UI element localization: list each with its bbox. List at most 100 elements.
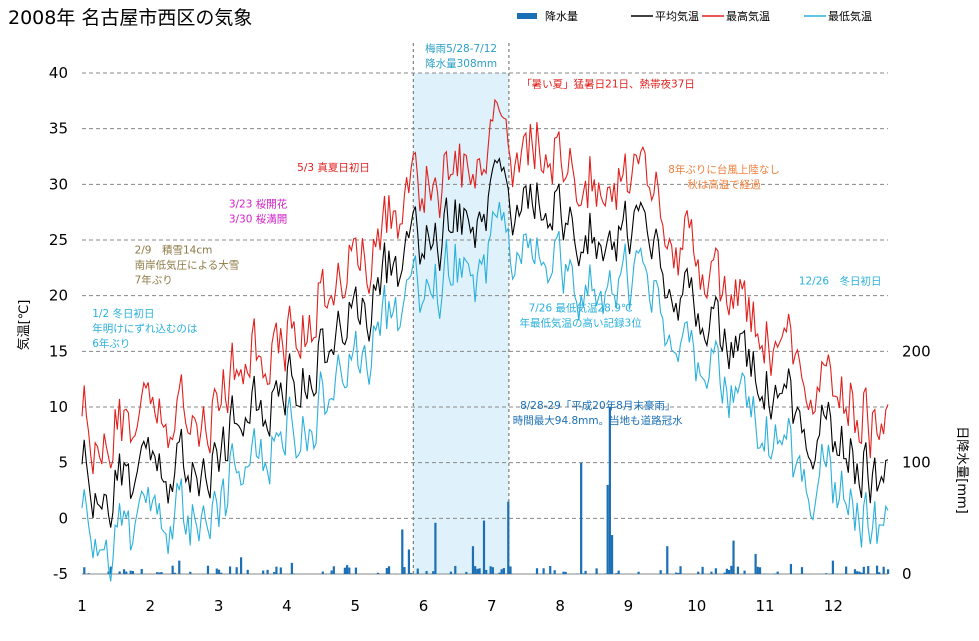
rain-bar xyxy=(580,462,583,574)
rain-bar xyxy=(189,571,192,574)
rain-bar xyxy=(171,565,174,574)
rain-bar xyxy=(401,529,404,574)
rain-bar xyxy=(482,520,486,574)
rain-bar xyxy=(476,568,479,574)
rain-bar xyxy=(697,571,700,574)
rain-bar xyxy=(173,572,176,574)
rain-bar xyxy=(491,567,494,574)
rain-bar xyxy=(330,570,333,574)
rain-bar xyxy=(507,501,510,574)
annotation-text: 12/26 冬日初日 xyxy=(799,275,882,288)
y-left-tick-label: 5 xyxy=(58,454,68,472)
rain-bar xyxy=(535,568,539,574)
rain-bar xyxy=(246,569,249,574)
legend-label: 降水量 xyxy=(545,9,578,23)
rain-bar xyxy=(714,568,717,574)
rain-bar xyxy=(728,569,731,574)
rain-bar xyxy=(509,566,512,574)
rain-bar xyxy=(489,566,492,574)
y-right-tick-label: 0 xyxy=(902,565,912,583)
rain-bar xyxy=(789,563,793,574)
rain-bar xyxy=(321,571,324,574)
rain-bar xyxy=(410,572,413,574)
x-ticks: 1 2 3 4 5 6 7 8 9 10 11 12 xyxy=(77,597,843,615)
rain-bar xyxy=(887,569,890,574)
rain-bar xyxy=(736,566,740,574)
rain-bar xyxy=(449,571,452,574)
rainy-season-rain-label: 降水量308mm xyxy=(425,57,497,70)
series-max-temp xyxy=(81,98,889,475)
rain-bar xyxy=(478,568,481,574)
rain-bar xyxy=(732,540,735,574)
annotation-text: 秋は高温で経過 xyxy=(687,178,761,191)
annotation-text: 7年ぶり xyxy=(135,273,173,286)
rain-bar xyxy=(606,484,609,574)
rain-bar xyxy=(471,546,475,574)
rain-bar xyxy=(83,567,86,574)
rain-bar xyxy=(875,565,879,574)
rain-bar xyxy=(756,566,759,574)
rain-bar xyxy=(220,572,223,574)
y-left-tick-label: -5 xyxy=(53,565,68,583)
rain-bar xyxy=(853,569,857,574)
annotation-text: 年最低気温の高い記録3位 xyxy=(520,316,643,329)
x-tick-label: 3 xyxy=(214,597,224,615)
rain-bar xyxy=(679,566,682,574)
rain-bar xyxy=(858,571,861,574)
series-mean-temp xyxy=(81,157,889,528)
rain-bar xyxy=(228,566,232,574)
rain-bar xyxy=(129,570,132,574)
rain-bar xyxy=(758,567,762,574)
y-left-tick-label: 0 xyxy=(58,509,68,527)
rain-bar xyxy=(610,535,614,574)
rain-bar xyxy=(675,572,678,574)
y-right-tick-label: 100 xyxy=(902,454,931,472)
rain-bar xyxy=(87,573,90,574)
rain-bar xyxy=(279,567,282,574)
rain-bar xyxy=(454,565,457,574)
x-tick-label: 6 xyxy=(419,597,429,615)
rain-bar xyxy=(273,572,276,574)
rain-bars xyxy=(83,407,890,574)
rain-bar xyxy=(701,566,704,574)
y-left-label: 気温[℃] xyxy=(16,300,32,351)
rain-bar xyxy=(617,570,620,574)
y-right-ticks: 200 100 0 xyxy=(902,342,931,583)
x-tick-label: 12 xyxy=(824,597,843,615)
rain-bar xyxy=(856,571,859,574)
rain-bar xyxy=(140,568,143,574)
y-left-tick-label: 10 xyxy=(49,398,68,416)
rain-bar xyxy=(615,573,618,574)
rain-bar xyxy=(608,407,611,574)
series-min-temp xyxy=(81,202,889,582)
legend-label: 最低気温 xyxy=(828,9,872,23)
rain-bar xyxy=(407,549,411,574)
annotation-text: 3/30 桜満開 xyxy=(229,213,287,226)
rain-bar xyxy=(434,522,437,574)
rain-bar xyxy=(502,568,505,574)
rain-bar xyxy=(235,567,238,574)
rain-bar xyxy=(862,566,865,574)
rain-bar xyxy=(831,560,834,574)
rainy-season-band xyxy=(413,73,509,574)
annotation-text: 年明けにずれ込むのは xyxy=(92,322,197,335)
rain-bar xyxy=(217,569,221,574)
y-right-tick-label: 200 xyxy=(902,342,931,360)
annotation-text: 5/3 真夏日初日 xyxy=(297,161,370,174)
rain-bar xyxy=(348,567,351,574)
rain-bar xyxy=(354,567,358,574)
legend: 降水量 平均気温 最高気温 最低気温 xyxy=(517,9,872,23)
rain-bar xyxy=(677,572,680,574)
rain-bar xyxy=(595,568,598,574)
rain-bar xyxy=(723,572,726,574)
y-left-tick-label: 15 xyxy=(49,342,68,360)
rain-bar xyxy=(107,571,110,574)
rain-bar xyxy=(498,572,501,574)
annotation-text: 2/9 積雪14cm xyxy=(135,243,213,256)
x-tick-label: 7 xyxy=(487,597,497,615)
rain-bar xyxy=(882,566,885,574)
rain-bar xyxy=(432,571,435,574)
x-tick-label: 10 xyxy=(687,597,706,615)
